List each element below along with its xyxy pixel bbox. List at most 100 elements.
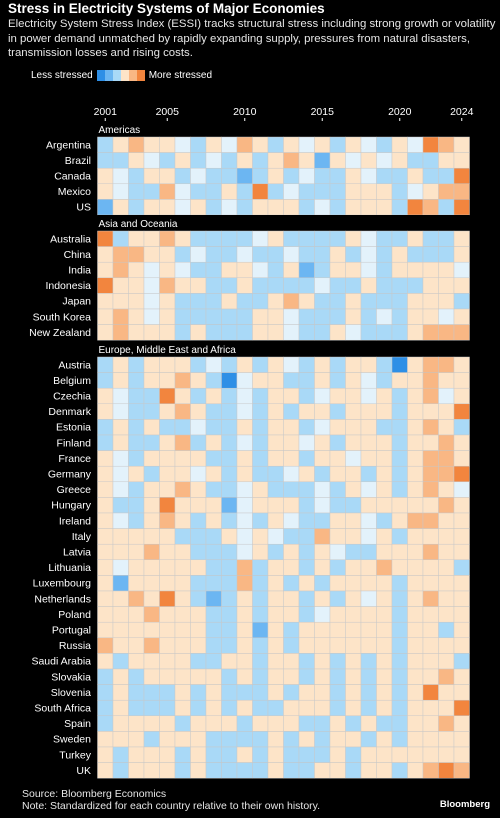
heatmap-cell: [112, 497, 129, 514]
heatmap-cell: [345, 699, 362, 717]
heatmap-cell: [159, 621, 176, 639]
heatmap-cell: [97, 372, 114, 389]
heatmap-cell: [283, 246, 300, 263]
heatmap-cell: [267, 419, 284, 436]
heatmap-cell: [453, 465, 470, 483]
heatmap-cell: [252, 606, 269, 623]
heatmap-cell: [438, 731, 455, 748]
row-label: Lithuania: [48, 562, 91, 574]
heatmap-cell: [314, 293, 331, 310]
heatmap-cell: [252, 199, 269, 216]
heatmap-cell: [143, 403, 160, 420]
heatmap-cell: [298, 746, 315, 763]
heatmap-cell: [236, 230, 253, 247]
heatmap-cell: [453, 575, 470, 592]
heatmap-cell: [329, 308, 346, 325]
heatmap-cell: [298, 715, 315, 732]
heatmap-cell: [252, 497, 269, 514]
heatmap-cell: [205, 261, 222, 279]
heatmap-cell: [407, 590, 424, 607]
heatmap-cell: [422, 356, 439, 373]
heatmap-cell: [422, 762, 439, 779]
heatmap-cell: [112, 277, 129, 294]
heatmap-cell: [236, 497, 253, 514]
heatmap-cell: [376, 403, 393, 420]
heatmap-cell: [360, 590, 377, 607]
heatmap-cell: [329, 575, 346, 592]
heatmap-cell: [298, 434, 315, 451]
heatmap-cell: [438, 715, 455, 732]
heatmap-cell: [283, 512, 300, 529]
heatmap-cell: [97, 293, 114, 310]
heatmap-cell: [143, 387, 160, 405]
heatmap-cell: [143, 621, 160, 639]
heatmap-cell: [298, 308, 315, 325]
row-label: Ireland: [59, 515, 91, 527]
heatmap-cell: [159, 261, 176, 279]
heatmap-cell: [221, 246, 238, 263]
x-tick-label: 2005: [156, 106, 180, 118]
heatmap-cell: [422, 167, 439, 185]
heatmap-cell: [174, 668, 191, 685]
heatmap-cell: [360, 152, 377, 169]
heatmap-cell: [453, 293, 470, 310]
row-label: South Africa: [34, 703, 91, 715]
heatmap-cell: [128, 183, 145, 200]
heatmap-cell: [236, 152, 253, 169]
heatmap-cell: [438, 136, 455, 153]
row-label: Argentina: [46, 139, 91, 151]
heatmap-cell: [329, 559, 346, 576]
heatmap-cell: [97, 167, 114, 185]
heatmap-cell: [267, 715, 284, 732]
heatmap-cell: [407, 559, 424, 576]
heatmap-cell: [174, 575, 191, 592]
heatmap-cell: [128, 731, 145, 748]
heatmap-cell: [391, 434, 408, 451]
heatmap-cell: [143, 324, 160, 341]
heatmap-cell: [143, 372, 160, 389]
heatmap-cell: [221, 715, 238, 732]
heatmap-cell: [314, 324, 331, 341]
heatmap-cell: [391, 230, 408, 247]
row-label: Austria: [58, 359, 91, 371]
heatmap-cell: [283, 575, 300, 592]
heatmap-cell: [391, 136, 408, 153]
heatmap-cell: [159, 465, 176, 483]
heatmap-cell: [298, 387, 315, 405]
heatmap-cell: [190, 762, 207, 779]
heatmap-cell: [205, 746, 222, 763]
heatmap-cell: [391, 637, 408, 654]
heatmap-cell: [453, 136, 470, 153]
heatmap-cell: [159, 277, 176, 294]
x-tick-label: 2015: [311, 106, 335, 118]
heatmap-cell: [143, 277, 160, 294]
heatmap-cell: [236, 308, 253, 325]
heatmap-cell: [283, 684, 300, 701]
heatmap-cell: [360, 183, 377, 200]
heatmap-cell: [159, 559, 176, 576]
heatmap-cell: [112, 152, 129, 169]
heatmap-cell: [236, 512, 253, 529]
heatmap-cell: [298, 668, 315, 685]
heatmap-cell: [345, 637, 362, 654]
x-tick-label: 2001: [94, 106, 118, 118]
heatmap-cell: [159, 450, 176, 467]
heatmap-cell: [221, 731, 238, 748]
heatmap-cell: [329, 497, 346, 514]
heatmap-cell: [298, 230, 315, 247]
heatmap-cell: [252, 324, 269, 341]
heatmap-cell: [252, 653, 269, 670]
heatmap-cell: [360, 372, 377, 389]
heatmap-cell: [112, 543, 129, 561]
heatmap-cell: [329, 684, 346, 701]
heatmap-cell: [112, 528, 129, 545]
heatmap-cell: [205, 668, 222, 685]
heatmap-cell: [190, 465, 207, 483]
heatmap-cell: [112, 590, 129, 607]
heatmap-cell: [143, 308, 160, 325]
heatmap-cell: [267, 668, 284, 685]
heatmap-cell: [267, 372, 284, 389]
heatmap-cell: [407, 699, 424, 717]
heatmap-cell: [345, 621, 362, 639]
row-label: India: [68, 265, 91, 277]
